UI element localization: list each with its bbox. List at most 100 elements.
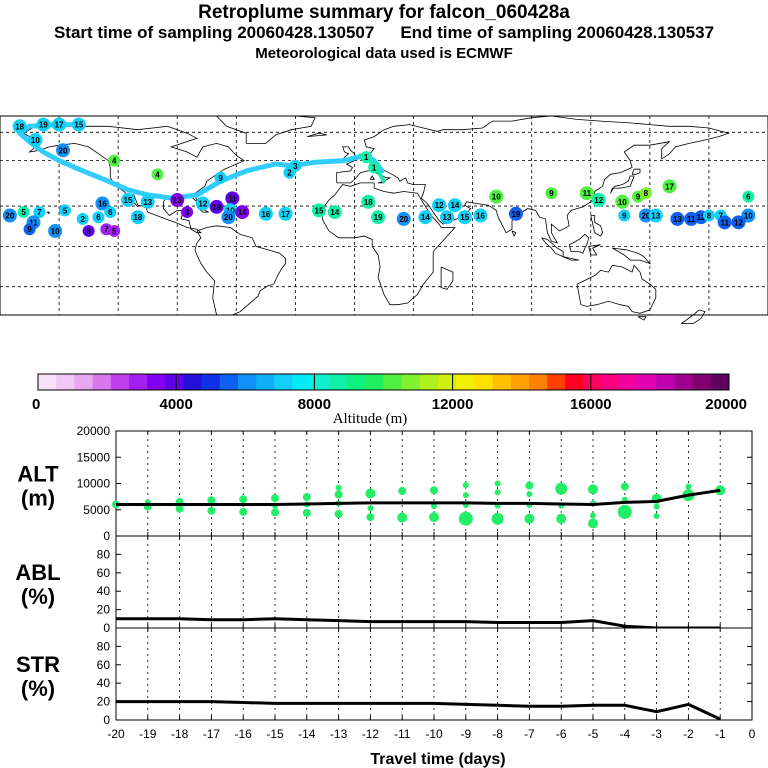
- trajectory-marker-label: 12: [734, 218, 743, 227]
- coastline: [568, 233, 590, 254]
- panel-units: (%): [21, 584, 55, 609]
- trajectory-marker: 10: [741, 208, 756, 223]
- trajectory-marker-dot: [121, 193, 135, 208]
- trajectory-marker-dot: [579, 186, 594, 201]
- x-tick-label: -6: [556, 727, 567, 741]
- trajectory-marker-dot: [327, 205, 342, 220]
- trajectory-marker-label: 10: [51, 227, 60, 236]
- trajectory-marker-dot: [447, 198, 462, 213]
- trajectory-marker: 4: [108, 154, 121, 167]
- trajectory-marker-label: 19: [374, 213, 383, 222]
- trajectory-marker-label: 5: [63, 206, 68, 215]
- trajectory-marker-label: 12: [435, 201, 444, 210]
- met-data-label: Meteorological data used is ECMWF: [255, 45, 513, 62]
- trajectory-marker-dot: [95, 196, 110, 211]
- trajectory-marker-dot: [52, 117, 67, 132]
- colorbar-tick-label: 4000: [160, 396, 193, 413]
- trajectory-line: [17, 122, 385, 201]
- series-line: [116, 617, 721, 630]
- y-tick-label: 20: [97, 695, 111, 709]
- trajectory-marker-dot: [742, 190, 755, 203]
- trajectory-marker-dot: [82, 224, 95, 237]
- trajectory-marker-dot: [639, 187, 652, 200]
- trajectory-marker: 7: [33, 206, 46, 219]
- trajectory-marker: 15: [121, 193, 135, 208]
- altitude-point: [366, 513, 375, 522]
- trajectory-marker-label: 7: [37, 208, 42, 217]
- colorbar-cell: [438, 374, 457, 390]
- altitude-point: [462, 482, 469, 489]
- coastline: [336, 115, 730, 244]
- x-tick-label: -7: [524, 727, 535, 741]
- trajectory-marker-label: 18: [364, 198, 373, 207]
- panel-units: (m): [21, 486, 55, 511]
- colorbar-cell: [565, 374, 584, 390]
- trajectory-marker-dot: [92, 211, 105, 224]
- trajectory-marker-label: 4: [155, 170, 160, 179]
- time-series-panels: 05000100001500020000ALT(m)020406080ABL(%…: [15, 424, 755, 768]
- y-tick-label: 60: [97, 566, 111, 580]
- trajectory-marker: 12: [432, 198, 447, 213]
- trajectory-marker-dot: [615, 194, 630, 209]
- trajectory-marker-dot: [648, 208, 663, 223]
- trajectory-marker-label: 7: [104, 225, 109, 234]
- trajectory-marker: 3: [181, 206, 194, 219]
- trajectory-marker-dot: [71, 117, 86, 132]
- trajectory-marker: 20: [2, 208, 17, 223]
- y-tick-label: 0: [103, 713, 110, 727]
- x-tick-label: -11: [394, 727, 411, 741]
- x-tick-label: -14: [298, 727, 316, 741]
- y-tick-label: 20000: [77, 424, 111, 438]
- colorbar-cell: [292, 374, 312, 390]
- trajectory-marker-dot: [130, 210, 145, 225]
- colorbar-cell: [710, 374, 730, 390]
- trajectory-marker-label: 9: [27, 225, 32, 234]
- trajectory-marker-label: 20: [224, 213, 233, 222]
- trajectory-marker-dot: [36, 117, 51, 132]
- trajectory-marker-label: 11: [687, 215, 696, 224]
- altitude-point: [207, 506, 216, 515]
- trajectory-marker-dot: [151, 168, 164, 181]
- panel-abl: 0 20 40 60 80 ABL(%): [15, 535, 753, 635]
- trajectory-marker: 9: [23, 223, 36, 236]
- x-tick-label: -4: [619, 727, 630, 741]
- trajectory-marker-dot: [278, 206, 293, 221]
- y-tick-label: 5000: [83, 503, 110, 517]
- trajectory-marker: 9: [618, 209, 631, 222]
- coastline: [681, 309, 706, 324]
- colorbar-tick-label: 20000: [705, 396, 747, 413]
- colorbar-cell: [110, 374, 130, 390]
- trajectory-marker-label: 16: [261, 210, 270, 219]
- x-tick-label: -3: [651, 727, 662, 741]
- trajectory-marker-label: 10: [31, 136, 40, 145]
- trajectory-marker-dot: [473, 208, 488, 223]
- trajectory-marker-label: 6: [108, 208, 113, 217]
- trajectory-marker-dot: [670, 211, 685, 226]
- altitude-point: [590, 512, 596, 519]
- altitude-point: [525, 481, 534, 490]
- trajectory-marker-dot: [2, 208, 17, 223]
- altitude-point: [526, 491, 533, 497]
- altitude-point: [494, 489, 501, 496]
- trajectory-marker-dot: [638, 208, 653, 223]
- altitude-point: [398, 486, 407, 495]
- coastline: [576, 264, 657, 314]
- trajectory-marker: 4: [151, 168, 164, 181]
- colorbar-cell: [492, 374, 512, 390]
- plot-title: Retroplume summary for falcon_060428a: [198, 2, 570, 23]
- colorbar-cell: [219, 374, 239, 390]
- colorbar-cell: [310, 374, 330, 390]
- trajectory-marker: 18: [12, 119, 27, 134]
- colorbar-cell: [528, 374, 548, 390]
- altitude-point: [397, 512, 408, 523]
- trajectory-marker-label: 14: [330, 208, 339, 217]
- colorbar-cell: [56, 374, 75, 390]
- trajectory-marker: 11: [225, 191, 240, 206]
- colorbar-tick-label: 8000: [298, 396, 331, 413]
- trajectory-marker-dot: [56, 143, 71, 158]
- trajectory-marker-dot: [361, 194, 376, 209]
- colorbar-border: [37, 373, 730, 391]
- trajectory-marker: 1: [368, 161, 381, 174]
- altitude-point: [588, 518, 598, 529]
